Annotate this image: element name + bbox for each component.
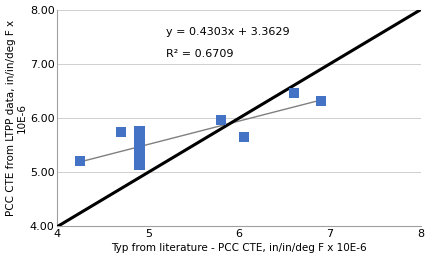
- Text: y = 0.4303x + 3.3629: y = 0.4303x + 3.3629: [166, 27, 290, 37]
- FancyBboxPatch shape: [134, 126, 144, 170]
- Y-axis label: PCC CTE from LTPP data, in/in/deg F x
10E-6: PCC CTE from LTPP data, in/in/deg F x 10…: [6, 20, 27, 216]
- Text: R² = 0.6709: R² = 0.6709: [166, 49, 234, 59]
- X-axis label: Typ from literature - PCC CTE, in/in/deg F x 10E-6: Typ from literature - PCC CTE, in/in/deg…: [111, 243, 367, 254]
